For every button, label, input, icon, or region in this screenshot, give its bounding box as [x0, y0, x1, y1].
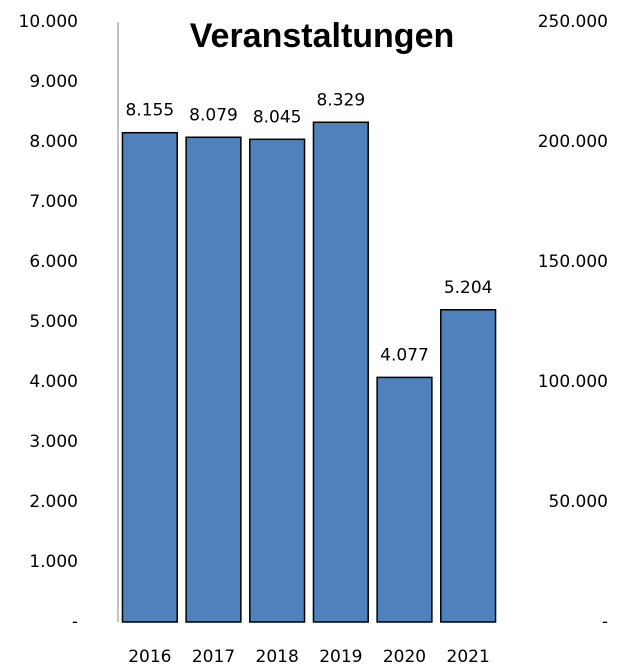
- y-tick-label: 5.000: [29, 312, 78, 332]
- y-tick-label: 3.000: [29, 432, 78, 452]
- x-tick-label: 2021: [447, 647, 490, 664]
- y-tick-label: 10.000: [19, 12, 78, 32]
- x-tick-label: 2017: [192, 647, 235, 664]
- y-tick-label: 4.000: [29, 372, 78, 392]
- data-label: 8.045: [253, 107, 302, 127]
- y-tick-label: 7.000: [29, 192, 78, 212]
- bar: [312, 121, 369, 623]
- bar: [249, 138, 306, 623]
- data-label: 8.329: [316, 90, 365, 110]
- y-tick-label: 6.000: [29, 252, 78, 272]
- y-tick-label: -: [72, 612, 78, 632]
- chart-title: Veranstaltungen: [190, 17, 455, 55]
- y2-tick-label: 150.000: [538, 252, 608, 272]
- x-tick-label: 2020: [383, 647, 426, 664]
- bar: [376, 376, 433, 623]
- y2-tick-label: 50.000: [549, 492, 608, 512]
- y-tick-label: 1.000: [29, 552, 78, 572]
- bar: [185, 136, 242, 623]
- data-label: 4.077: [380, 345, 429, 365]
- data-label: 5.204: [444, 278, 493, 298]
- data-label: 8.155: [125, 101, 174, 121]
- bar: [440, 309, 497, 623]
- x-tick-label: 2019: [319, 647, 362, 664]
- y-tick-label: 8.000: [29, 132, 78, 152]
- bar: [121, 131, 178, 623]
- y-tick-label: 9.000: [29, 72, 78, 92]
- x-tick-label: 2018: [256, 647, 299, 664]
- data-label: 8.079: [189, 105, 238, 125]
- y2-tick-label: 250.000: [538, 12, 608, 32]
- y2-tick-label: 100.000: [538, 372, 608, 392]
- y2-tick-label: 200.000: [538, 132, 608, 152]
- y-tick-label: 2.000: [29, 492, 78, 512]
- x-tick-label: 2016: [128, 647, 171, 664]
- y2-tick-label: -: [602, 612, 608, 632]
